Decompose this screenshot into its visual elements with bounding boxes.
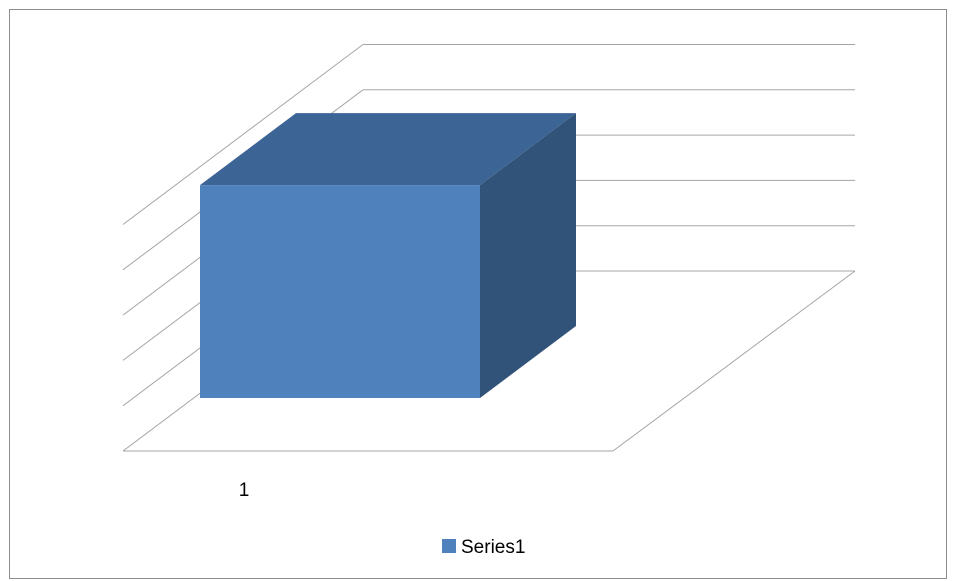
x-tick-label: 1 bbox=[239, 480, 250, 501]
x-axis-labels: 1 bbox=[239, 480, 250, 501]
side-wall-gridline bbox=[122, 44, 364, 225]
bar-side-face bbox=[480, 113, 576, 398]
legend: Series1 bbox=[442, 537, 525, 558]
bar-front-face bbox=[200, 185, 480, 398]
bar-top-face bbox=[200, 113, 576, 186]
legend-entry-series1: Series1 bbox=[461, 537, 525, 558]
floor-right-edge bbox=[612, 270, 856, 452]
legend-swatch bbox=[442, 539, 456, 553]
chart-bars bbox=[200, 113, 576, 398]
